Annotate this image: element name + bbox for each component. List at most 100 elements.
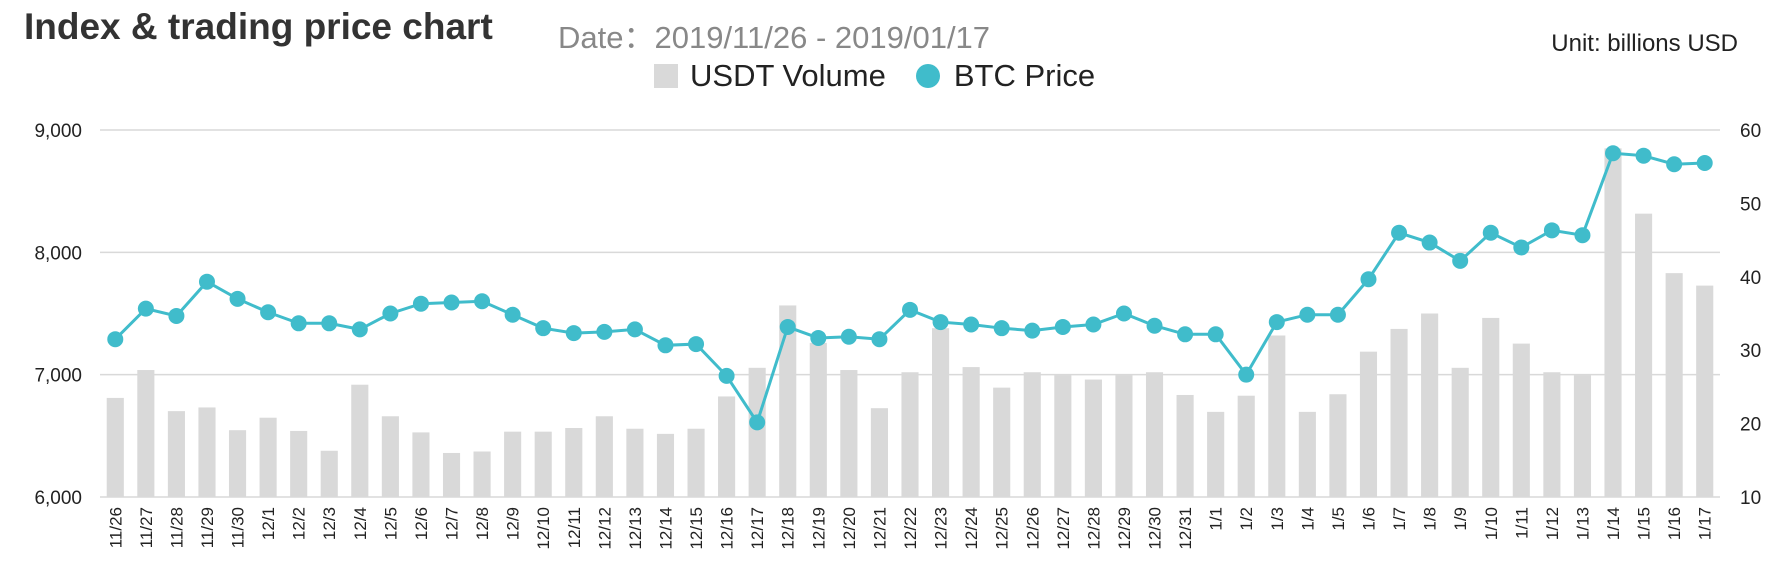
legend-volume-label: USDT Volume [690, 58, 886, 93]
volume-bar [1512, 343, 1530, 497]
price-point [596, 323, 613, 340]
x-tick-label: 12/14 [656, 507, 675, 550]
price-point [1666, 156, 1683, 173]
x-tick-label: 12/1 [259, 507, 278, 540]
volume-bar [381, 416, 399, 497]
x-tick-label: 12/3 [320, 507, 339, 540]
x-tick-label: 12/18 [779, 507, 798, 550]
price-point [1635, 147, 1652, 164]
x-tick-label: 12/2 [290, 507, 309, 540]
volume-bar [351, 384, 369, 497]
volume-bar [656, 433, 675, 497]
volume-bar [259, 417, 277, 497]
x-tick-label: 1/11 [1512, 507, 1531, 539]
price-point [107, 331, 124, 348]
volume-bar [137, 370, 155, 497]
price-point [1421, 234, 1438, 251]
x-tick-label: 11/27 [137, 507, 156, 548]
volume-bar [1329, 394, 1347, 497]
x-tick-label: 1/8 [1421, 507, 1440, 531]
y-left-tick-label: 6,000 [34, 488, 82, 509]
price-point [749, 414, 766, 431]
price-point [1146, 317, 1163, 334]
volume-bar [595, 416, 613, 497]
price-point [1299, 306, 1316, 323]
price-point [535, 320, 552, 337]
x-tick-label: 12/11 [565, 507, 584, 548]
chart-title: Index & trading price chart [24, 6, 493, 47]
price-point [779, 318, 796, 335]
volume-bar [1665, 273, 1683, 497]
volume-bar [1176, 394, 1194, 497]
volume-bar [290, 430, 308, 497]
price-point [688, 336, 705, 353]
price-point [382, 305, 399, 322]
price-point [993, 320, 1010, 337]
x-tick-label: 12/21 [870, 507, 889, 550]
volume-bar [1451, 367, 1469, 497]
volume-bar [870, 408, 888, 497]
price-point [1360, 271, 1377, 288]
volume-bar [1421, 313, 1439, 497]
x-tick-label: 12/13 [626, 507, 645, 550]
price-point [1085, 316, 1102, 333]
legend-item-volume[interactable]: USDT Volume [654, 58, 886, 94]
price-point [871, 331, 888, 348]
price-point [290, 315, 307, 332]
price-point [137, 300, 154, 317]
volume-bar [1573, 375, 1592, 497]
x-tick-label: 12/17 [748, 507, 767, 550]
x-tick-label: 12/6 [412, 507, 431, 540]
volume-bar [167, 411, 185, 497]
legend-item-price[interactable]: BTC Price [915, 58, 1095, 94]
x-tick-label: 12/10 [534, 507, 553, 550]
x-tick-label: 12/24 [962, 507, 981, 550]
x-tick-label: 12/5 [381, 507, 400, 540]
volume-bar [1084, 379, 1102, 497]
x-tick-label: 12/12 [595, 507, 614, 550]
volume-bar [442, 452, 461, 497]
x-tick-label: 1/13 [1573, 507, 1592, 540]
y-right-tick-label: 20 [1740, 415, 1761, 436]
y-left-tick-label: 8,000 [34, 243, 82, 264]
volume-bar [993, 387, 1011, 497]
price-point [412, 295, 429, 312]
volume-bar [901, 372, 919, 497]
x-tick-label: 11/26 [106, 507, 125, 548]
x-tick-label: 1/2 [1237, 507, 1256, 531]
x-tick-label: 12/22 [901, 507, 920, 550]
volume-bar [687, 428, 705, 497]
volume-bar [718, 396, 736, 497]
volume-bar [412, 432, 430, 497]
y-right-tick-label: 30 [1740, 341, 1761, 362]
y-right-tick-label: 10 [1740, 488, 1761, 509]
x-tick-label: 12/19 [809, 507, 828, 550]
x-tick-label: 11/29 [198, 507, 217, 548]
date-range: Date：2019/11/26 - 2019/01/17 [558, 20, 991, 55]
price-point [351, 321, 368, 338]
volume-bar [106, 397, 124, 497]
x-tick-label: 12/4 [351, 507, 370, 540]
volume-bar [1696, 285, 1714, 497]
volume-bar [840, 370, 858, 497]
price-point [1329, 306, 1346, 323]
x-tick-label: 1/17 [1696, 507, 1715, 540]
x-tick-label: 1/5 [1329, 507, 1348, 531]
price-point [443, 294, 460, 311]
volume-bar [1482, 317, 1500, 497]
x-tick-label: 12/15 [687, 507, 706, 550]
volume-bar [1054, 375, 1072, 497]
volume-bar [1390, 328, 1408, 497]
volume-bar [1145, 372, 1164, 497]
volume-bar [1298, 411, 1316, 497]
volume-bar [504, 431, 522, 497]
x-tick-label: 1/14 [1604, 507, 1623, 540]
price-point [321, 315, 338, 332]
volume-bar [565, 428, 583, 497]
y-right-tick-label: 50 [1740, 194, 1761, 215]
price-point [963, 316, 980, 333]
price-point [168, 307, 185, 324]
x-tick-label: 1/1 [1207, 507, 1226, 531]
legend: USDT Volume BTC Price [654, 58, 1125, 94]
x-tick-label: 1/10 [1482, 507, 1501, 540]
